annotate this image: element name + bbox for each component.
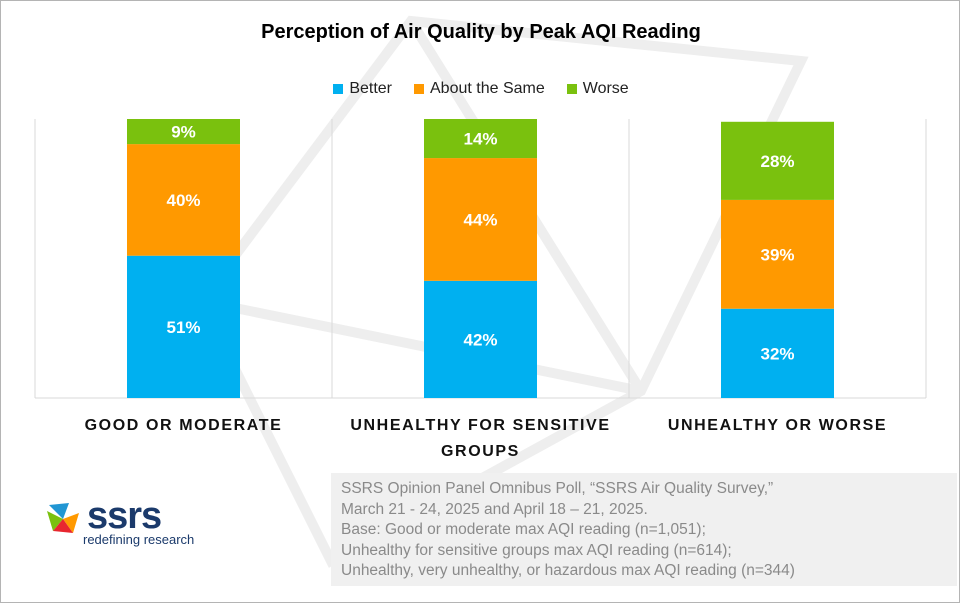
source-note: SSRS Opinion Panel Omnibus Poll, “SSRS A… — [341, 479, 941, 582]
legend-item-better: Better — [333, 80, 392, 98]
bar-worse — [127, 119, 240, 145]
source-note-box — [331, 473, 957, 586]
data-label-better: 51% — [166, 318, 200, 337]
category-label-good-or-moderate: GOOD OR MODERATE — [35, 413, 332, 439]
source-line: March 21 - 24, 2025 and April 18 – 21, 2… — [341, 500, 648, 518]
source-line: SSRS Opinion Panel Omnibus Poll, “SSRS A… — [341, 480, 774, 497]
legend-label-better: Better — [349, 80, 392, 97]
bar-worse — [424, 119, 537, 159]
logo-tagline: redefining research — [83, 532, 195, 547]
chart-title: Perception of Air Quality by Peak AQI Re… — [261, 21, 701, 43]
data-label-better: 32% — [760, 344, 794, 363]
legend-item-about-the-same: About the Same — [414, 80, 545, 98]
legend-label-about-the-same: About the Same — [430, 80, 545, 97]
data-label-better: 42% — [463, 330, 497, 349]
legend-label-worse: Worse — [582, 80, 629, 97]
bar-better — [721, 308, 834, 398]
bar-worse — [721, 121, 834, 200]
category-label-text: UNHEALTHY OR WORSE — [667, 417, 888, 434]
stacked-bar-chart: 51% 40% 9% 42% 44% 14% 32% 39% 28% — [34, 119, 927, 399]
data-label-about-the-same: 44% — [463, 210, 497, 229]
category-label-unhealthy-or-worse: UNHEALTHY OR WORSE — [629, 413, 926, 439]
legend-swatch-worse — [566, 84, 577, 94]
source-line: Unhealthy for sensitive groups max AQI r… — [341, 541, 732, 559]
bar-better — [127, 255, 240, 398]
category-label-unhealthy-for-sensitive-groups: UNHEALTHY FOR SENSITIVE GROUPS — [332, 413, 629, 465]
ssrs-logo-icon — [47, 503, 79, 533]
data-label-worse: 9% — [171, 123, 196, 142]
category-label-text: GOOD OR MODERATE — [84, 417, 283, 434]
legend-item-worse: Worse — [566, 80, 629, 98]
data-label-worse: 14% — [463, 130, 497, 149]
category-label-text: UNHEALTHY FOR SENSITIVE — [350, 417, 611, 434]
source-line: Base: Good or moderate max AQI reading (… — [341, 521, 706, 538]
bar-about-the-same — [424, 158, 537, 281]
bar-about-the-same — [721, 199, 834, 309]
source-line: Unhealthy, very unhealthy, or hazardous … — [341, 562, 795, 579]
legend-swatch-about-the-same — [414, 84, 424, 94]
logo-wordmark: ssrs — [87, 495, 162, 537]
legend-swatch-better — [333, 84, 344, 94]
legend: Better About the Same Worse — [1, 80, 959, 98]
data-label-about-the-same: 40% — [166, 191, 200, 210]
bar-better — [424, 280, 537, 398]
bar-about-the-same — [127, 144, 240, 256]
category-label-text-line2: GROUPS — [441, 443, 520, 460]
data-label-worse: 28% — [760, 152, 794, 171]
data-label-about-the-same: 39% — [760, 245, 794, 264]
